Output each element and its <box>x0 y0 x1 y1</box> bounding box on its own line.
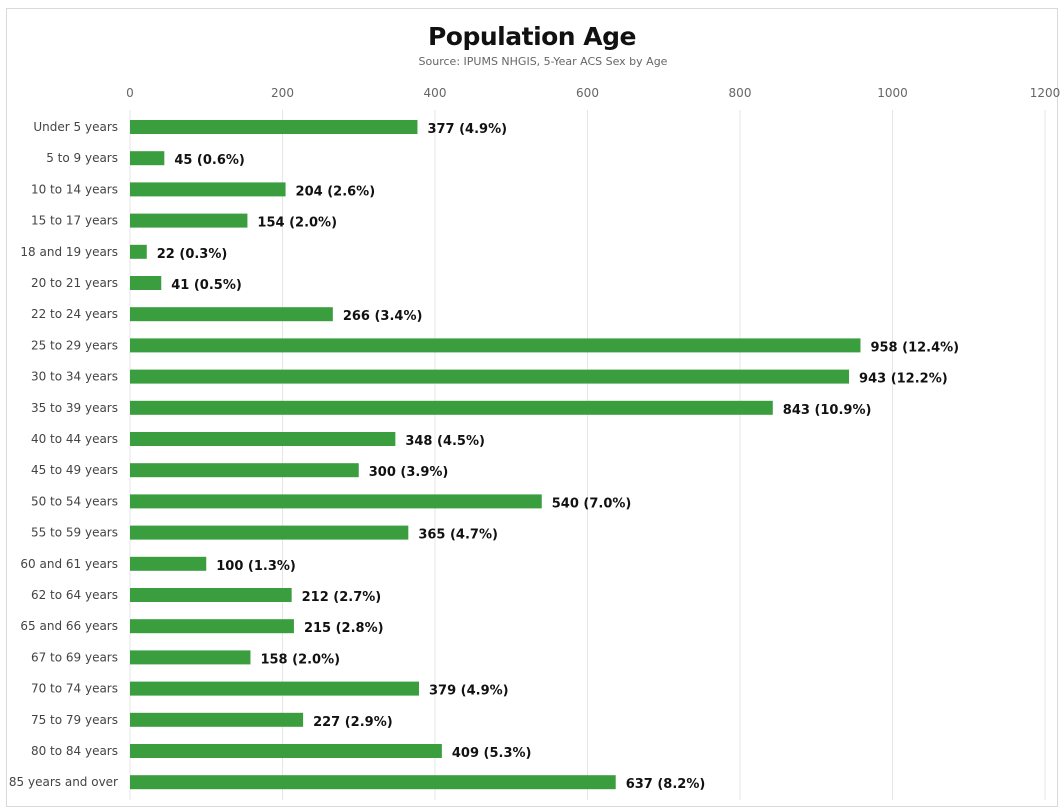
category-label: 5 to 9 years <box>46 151 118 165</box>
bar <box>130 556 207 571</box>
bar <box>130 182 286 197</box>
category-label: 60 and 61 years <box>20 557 118 571</box>
data-label: 365 (4.7%) <box>418 528 498 543</box>
bar <box>130 525 409 540</box>
category-label: 22 to 24 years <box>31 307 118 321</box>
bar <box>130 588 292 602</box>
category-label: 67 to 69 years <box>31 650 118 664</box>
bar <box>130 120 418 134</box>
category-label: 85 years and over <box>9 775 118 789</box>
x-tick-label: 1000 <box>877 86 908 100</box>
bar <box>130 712 304 727</box>
bar <box>130 463 359 478</box>
bar <box>130 307 333 322</box>
x-tick-label: 1200 <box>1030 86 1061 100</box>
data-label: 300 (3.9%) <box>369 465 449 480</box>
x-tick-label: 400 <box>424 86 447 100</box>
chart-title: Population Age <box>427 22 637 51</box>
data-label: 212 (2.7%) <box>302 590 382 605</box>
data-label: 843 (10.9%) <box>783 403 872 418</box>
category-label: 15 to 17 years <box>31 214 118 228</box>
data-label: 204 (2.6%) <box>296 184 376 199</box>
bar <box>130 494 542 509</box>
bar <box>130 369 850 384</box>
x-tick-label: 600 <box>576 86 599 100</box>
x-tick-label: 0 <box>126 86 134 100</box>
category-label: 70 to 74 years <box>31 682 118 696</box>
x-tick-label: 800 <box>729 86 752 100</box>
data-label: 348 (4.5%) <box>405 434 485 449</box>
data-label: 154 (2.0%) <box>257 216 337 231</box>
grid-lines <box>129 110 1046 800</box>
data-label: 540 (7.0%) <box>552 496 632 511</box>
data-label: 943 (12.2%) <box>859 372 948 387</box>
data-label: 958 (12.4%) <box>870 340 959 355</box>
x-axis-ticks: 0 200 400 600 800 1000 1200 <box>126 86 1060 100</box>
bar <box>130 151 165 166</box>
bar <box>130 400 773 415</box>
data-labels: 377 (4.9%) 45 (0.6%) 204 (2.6%) 154 (2.0%) 2… <box>157 122 959 792</box>
data-label: 45 (0.6%) <box>174 153 245 168</box>
bar <box>130 681 419 696</box>
chart-subtitle: Source: IPUMS NHGIS, 5-Year ACS Sex by A… <box>418 55 668 68</box>
category-labels: Under 5 years 5 to 9 years 10 to 14 years 1… <box>9 120 118 789</box>
data-label: 215 (2.8%) <box>304 621 384 636</box>
data-label: 379 (4.9%) <box>429 684 509 699</box>
x-tick-label: 200 <box>271 86 294 100</box>
category-label: 40 to 44 years <box>31 432 118 446</box>
category-label: 10 to 14 years <box>31 182 118 196</box>
category-label: 18 and 19 years <box>20 245 118 259</box>
bars <box>130 120 861 790</box>
category-label: 45 to 49 years <box>31 463 118 477</box>
bar <box>130 619 294 634</box>
data-label: 409 (5.3%) <box>452 746 532 761</box>
category-label: 62 to 64 years <box>31 588 118 602</box>
data-label: 158 (2.0%) <box>260 652 340 667</box>
category-label: 25 to 29 years <box>31 338 118 352</box>
bar <box>130 744 442 758</box>
category-label: 50 to 54 years <box>31 494 118 508</box>
category-label: 75 to 79 years <box>31 713 118 727</box>
category-label: 80 to 84 years <box>31 744 118 758</box>
category-label: Under 5 years <box>33 120 118 134</box>
category-label: 55 to 59 years <box>31 526 118 540</box>
category-label: 35 to 39 years <box>31 401 118 415</box>
category-label: 65 and 66 years <box>20 619 118 633</box>
bar <box>130 338 861 353</box>
bar <box>130 276 162 290</box>
bar <box>130 775 616 790</box>
bar <box>130 213 248 228</box>
category-label: 30 to 34 years <box>31 370 118 384</box>
data-label: 41 (0.5%) <box>171 278 242 293</box>
bar <box>130 650 251 665</box>
data-label: 266 (3.4%) <box>343 309 423 324</box>
bar <box>130 432 396 446</box>
data-label: 637 (8.2%) <box>626 777 706 792</box>
bar <box>130 244 147 259</box>
data-label: 100 (1.3%) <box>216 559 296 574</box>
category-label: 20 to 21 years <box>31 276 118 290</box>
data-label: 227 (2.9%) <box>313 715 393 730</box>
data-label: 22 (0.3%) <box>157 247 228 262</box>
data-label: 377 (4.9%) <box>427 122 507 137</box>
